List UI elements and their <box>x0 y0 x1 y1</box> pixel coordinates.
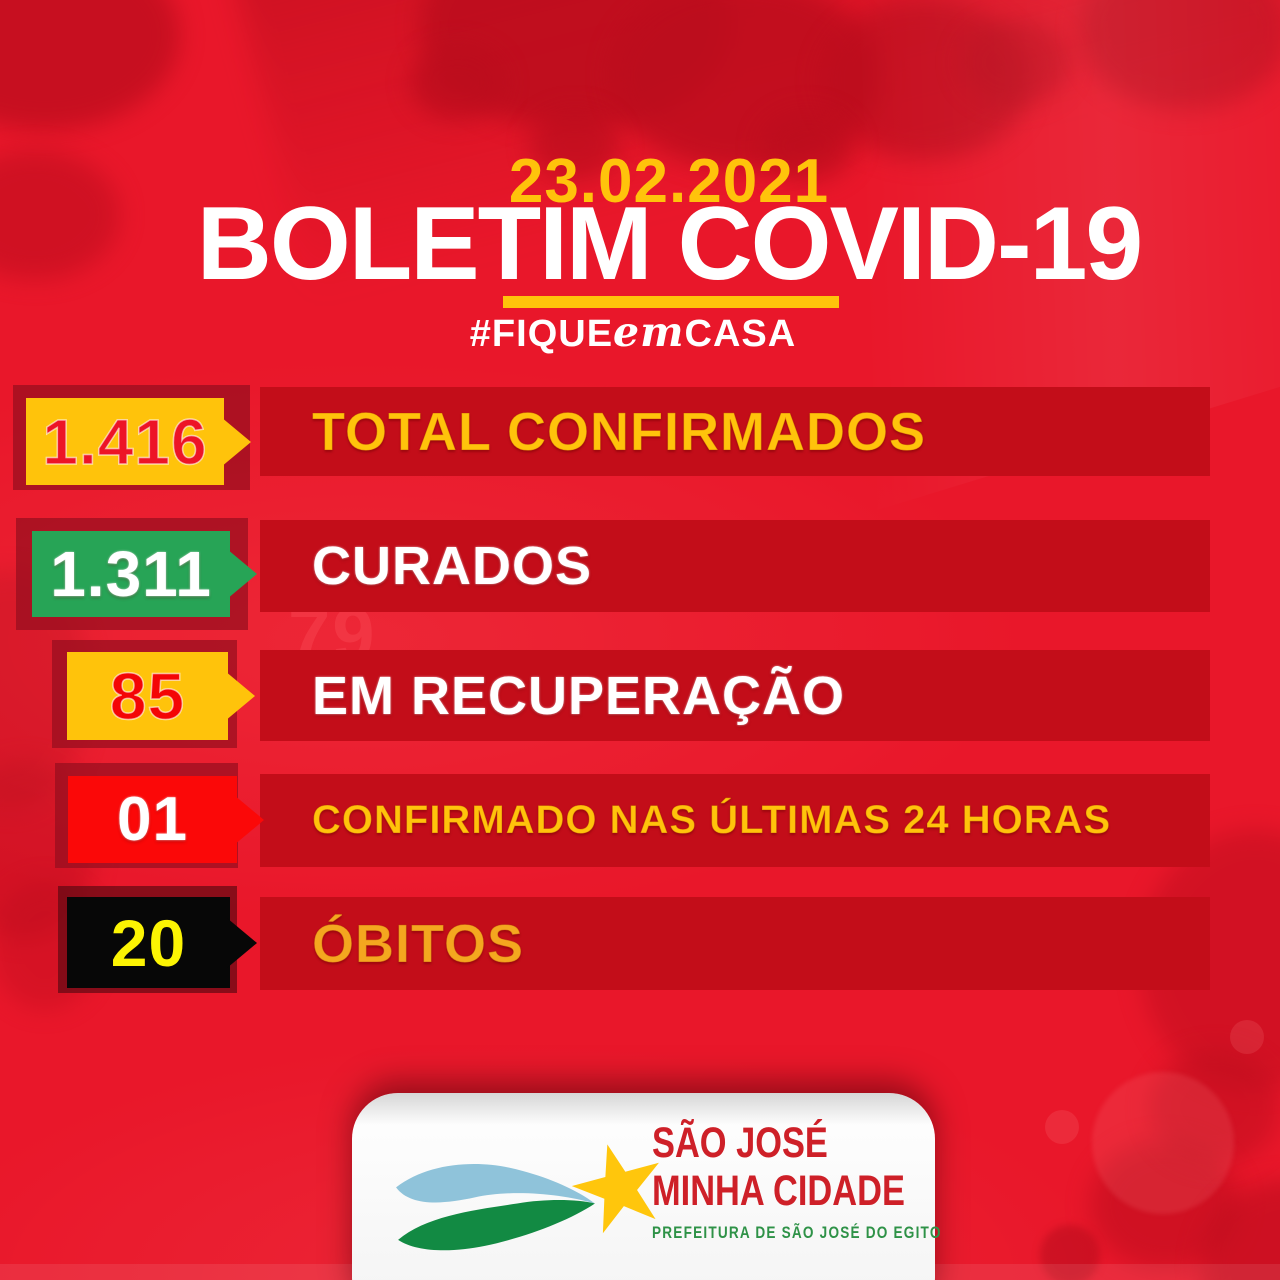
virus-dot <box>1045 1110 1079 1144</box>
logo-line-2: MINHA CIDADE <box>652 1167 905 1215</box>
virus-blob <box>960 20 1070 105</box>
flag-wave-icon <box>396 1164 595 1251</box>
virus-outline <box>1078 1058 1248 1228</box>
logo-text-block: SÃO JOSÉ MINHA CIDADE PREFEITURA DE SÃO … <box>652 1119 942 1243</box>
logo-subtitle: PREFEITURA DE SÃO JOSÉ DO EGITO <box>652 1223 942 1242</box>
stat-label: CURADOS <box>312 536 593 596</box>
stat-bar-confirmado-24h: CONFIRMADO NAS ÚLTIMAS 24 HORAS <box>260 774 1210 867</box>
arrow-pointer-icon <box>221 416 251 467</box>
stat-badge: 20 <box>67 897 257 988</box>
hashtag-prefix: #FIQUE <box>469 313 614 355</box>
hashtag-suffix: CASA <box>684 313 797 355</box>
bulletin-date: 23.02.2021 <box>508 147 830 216</box>
stat-bar-em-recuperacao: EM RECUPERAÇÃO <box>260 650 1210 741</box>
virus-blob <box>1040 1225 1100 1280</box>
page-title: BOLETIM COVID-19 <box>196 186 1144 302</box>
arrow-pointer-icon <box>234 794 264 845</box>
virus-dot <box>1230 1020 1264 1054</box>
arrow-pointer-icon <box>225 671 255 721</box>
stat-label: CONFIRMADO NAS ÚLTIMAS 24 HORAS <box>311 798 1112 843</box>
virus-blob <box>760 110 855 182</box>
stat-value: 1.311 <box>50 538 212 610</box>
arrow-pointer-icon <box>227 549 257 599</box>
stat-bar-total-confirmados: TOTAL CONFIRMADOS <box>260 387 1210 476</box>
stat-badge: 01 <box>68 776 264 863</box>
virus-blob <box>410 45 505 120</box>
stat-badge: 1.416 <box>26 398 251 485</box>
virus-blob <box>1150 1050 1280 1165</box>
stat-badge: 85 <box>67 652 255 740</box>
hashtag-em: em <box>613 308 685 356</box>
logo-line-1: SÃO JOSÉ <box>652 1119 828 1167</box>
stat-badge: 1.311 <box>32 531 257 617</box>
stat-value: 20 <box>110 905 187 980</box>
arrow-pointer-icon <box>227 917 257 968</box>
stat-value: 1.416 <box>42 405 208 479</box>
stat-value: 85 <box>109 658 186 734</box>
title-underline <box>503 296 839 308</box>
stat-bar-obitos: ÓBITOS <box>260 897 1210 990</box>
stat-bar-curados: CURADOS <box>260 520 1210 612</box>
stat-label: TOTAL CONFIRMADOS <box>312 401 926 462</box>
stat-label: EM RECUPERAÇÃO <box>312 665 846 726</box>
stat-value: 01 <box>117 785 188 854</box>
stay-home-hashtag: #FIQUEemCASA <box>22 308 1244 356</box>
virus-blob <box>530 110 620 180</box>
stat-label: ÓBITOS <box>311 913 525 974</box>
star-icon <box>572 1144 659 1234</box>
city-hall-card: SÃO JOSÉ MINHA CIDADE PREFEITURA DE SÃO … <box>352 1093 940 1280</box>
